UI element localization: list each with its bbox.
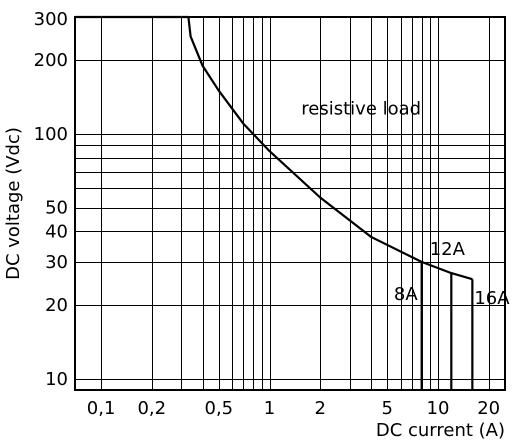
x-tick-label: 10 <box>427 398 450 419</box>
current-rating-lines <box>420 261 474 390</box>
x-tick-label: 0,5 <box>205 398 234 419</box>
voltage-current-curve <box>75 15 473 281</box>
y-tick-label: 30 <box>45 252 68 273</box>
x-tick-label: 0,1 <box>87 398 116 419</box>
annotations: 8A 12A 16A resistive load <box>301 98 510 309</box>
x-tick-label: 20 <box>477 398 500 419</box>
y-tick-label: 100 <box>34 124 68 145</box>
rating-label-16a: 16A <box>474 288 510 309</box>
rating-label-12a: 12A <box>430 239 466 260</box>
x-tick-label: 5 <box>382 398 393 419</box>
y-tick-label: 20 <box>45 295 68 316</box>
y-tick-label-bg <box>31 124 70 143</box>
resistive-load-label: resistive load <box>301 98 421 119</box>
y-tick-label-bg <box>42 369 70 388</box>
y-tick-label-bg <box>42 222 70 241</box>
y-tick-label: 200 <box>34 50 68 71</box>
y-tick-label: 10 <box>45 369 68 390</box>
y-tick-label: 40 <box>45 221 68 242</box>
grid <box>75 17 505 390</box>
y-tick-label-bg <box>31 51 70 70</box>
x-tick-labels: 0,1 0,2 0,5 1 2 5 10 20 <box>87 398 500 419</box>
x-tick-label: 1 <box>264 398 275 419</box>
plot-frame <box>74 16 506 391</box>
y-tick-label-bg <box>42 252 70 271</box>
y-tick-label: 300 <box>34 9 68 30</box>
y-axis-label: DC voltage (Vdc) <box>3 127 24 280</box>
y-tick-label-bg <box>42 296 70 315</box>
x-tick-label: 2 <box>315 398 326 419</box>
rating-label-8a: 8A <box>394 284 418 305</box>
y-tick-label-bg <box>31 10 70 28</box>
x-axis-label: DC current (A) <box>376 420 505 441</box>
series <box>75 15 473 281</box>
x-tick-label: 0,2 <box>137 398 166 419</box>
y-tick-label: 50 <box>45 198 68 219</box>
y-tick-label-bg <box>42 198 70 217</box>
